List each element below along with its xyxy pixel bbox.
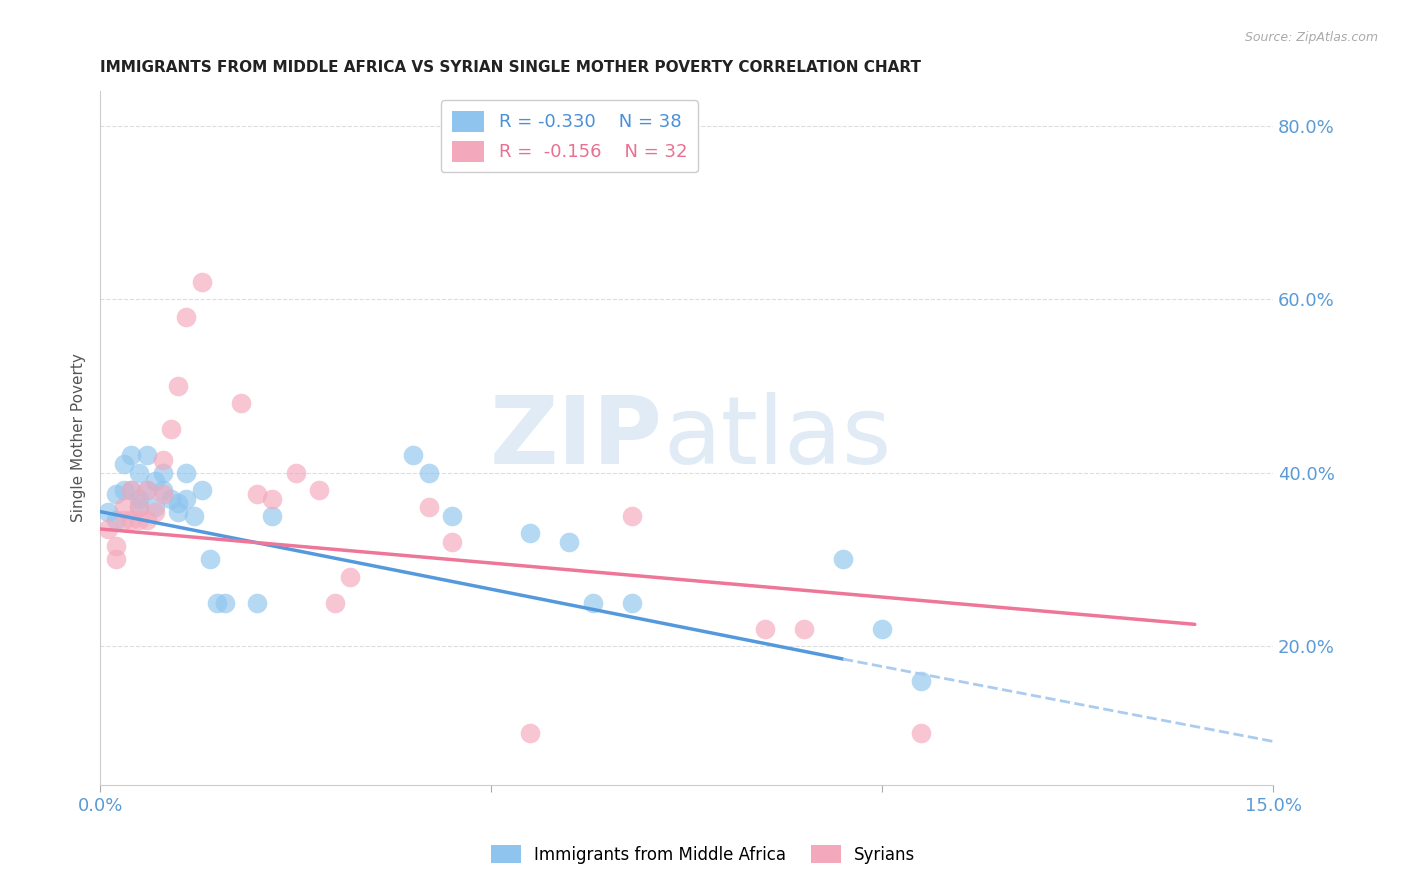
- Point: [440, 535, 463, 549]
- Point: [128, 500, 150, 515]
- Point: [104, 487, 127, 501]
- Point: [104, 552, 127, 566]
- Point: [284, 466, 307, 480]
- Point: [143, 505, 166, 519]
- Point: [112, 483, 135, 497]
- Point: [112, 457, 135, 471]
- Point: [183, 508, 205, 523]
- Point: [308, 483, 330, 497]
- Point: [440, 508, 463, 523]
- Point: [214, 596, 236, 610]
- Point: [97, 522, 120, 536]
- Point: [143, 500, 166, 515]
- Point: [245, 596, 267, 610]
- Point: [245, 487, 267, 501]
- Point: [832, 552, 855, 566]
- Point: [128, 491, 150, 506]
- Point: [582, 596, 605, 610]
- Point: [418, 500, 440, 515]
- Point: [152, 483, 174, 497]
- Point: [910, 673, 932, 688]
- Point: [262, 491, 284, 506]
- Point: [519, 725, 541, 739]
- Point: [174, 310, 197, 324]
- Legend: Immigrants from Middle Africa, Syrians: Immigrants from Middle Africa, Syrians: [484, 838, 922, 871]
- Point: [870, 622, 893, 636]
- Point: [159, 491, 181, 506]
- Point: [136, 448, 159, 462]
- Point: [143, 475, 166, 489]
- Point: [112, 500, 135, 515]
- Point: [339, 569, 361, 583]
- Point: [754, 622, 776, 636]
- Point: [159, 422, 181, 436]
- Point: [323, 596, 346, 610]
- Point: [191, 483, 214, 497]
- Point: [167, 379, 190, 393]
- Point: [262, 508, 284, 523]
- Point: [104, 539, 127, 553]
- Point: [167, 505, 190, 519]
- Point: [174, 466, 197, 480]
- Point: [136, 483, 159, 497]
- Point: [120, 448, 142, 462]
- Point: [198, 552, 221, 566]
- Legend: R = -0.330    N = 38, R =  -0.156    N = 32: R = -0.330 N = 38, R = -0.156 N = 32: [440, 100, 697, 172]
- Point: [128, 466, 150, 480]
- Point: [128, 513, 150, 527]
- Text: Source: ZipAtlas.com: Source: ZipAtlas.com: [1244, 31, 1378, 45]
- Point: [620, 596, 643, 610]
- Y-axis label: Single Mother Poverty: Single Mother Poverty: [72, 353, 86, 523]
- Point: [910, 725, 932, 739]
- Point: [558, 535, 581, 549]
- Point: [112, 513, 135, 527]
- Point: [97, 505, 120, 519]
- Point: [152, 452, 174, 467]
- Point: [519, 526, 541, 541]
- Point: [207, 596, 229, 610]
- Text: IMMIGRANTS FROM MIDDLE AFRICA VS SYRIAN SINGLE MOTHER POVERTY CORRELATION CHART: IMMIGRANTS FROM MIDDLE AFRICA VS SYRIAN …: [100, 60, 921, 75]
- Point: [191, 275, 214, 289]
- Point: [167, 496, 190, 510]
- Point: [793, 622, 815, 636]
- Text: ZIP: ZIP: [491, 392, 664, 483]
- Point: [120, 483, 142, 497]
- Point: [128, 500, 150, 515]
- Text: atlas: atlas: [664, 392, 891, 483]
- Point: [120, 483, 142, 497]
- Point: [418, 466, 440, 480]
- Point: [136, 483, 159, 497]
- Point: [229, 396, 252, 410]
- Point: [402, 448, 425, 462]
- Point: [174, 491, 197, 506]
- Point: [104, 513, 127, 527]
- Point: [120, 513, 142, 527]
- Point: [152, 487, 174, 501]
- Point: [136, 513, 159, 527]
- Point: [620, 508, 643, 523]
- Point: [152, 466, 174, 480]
